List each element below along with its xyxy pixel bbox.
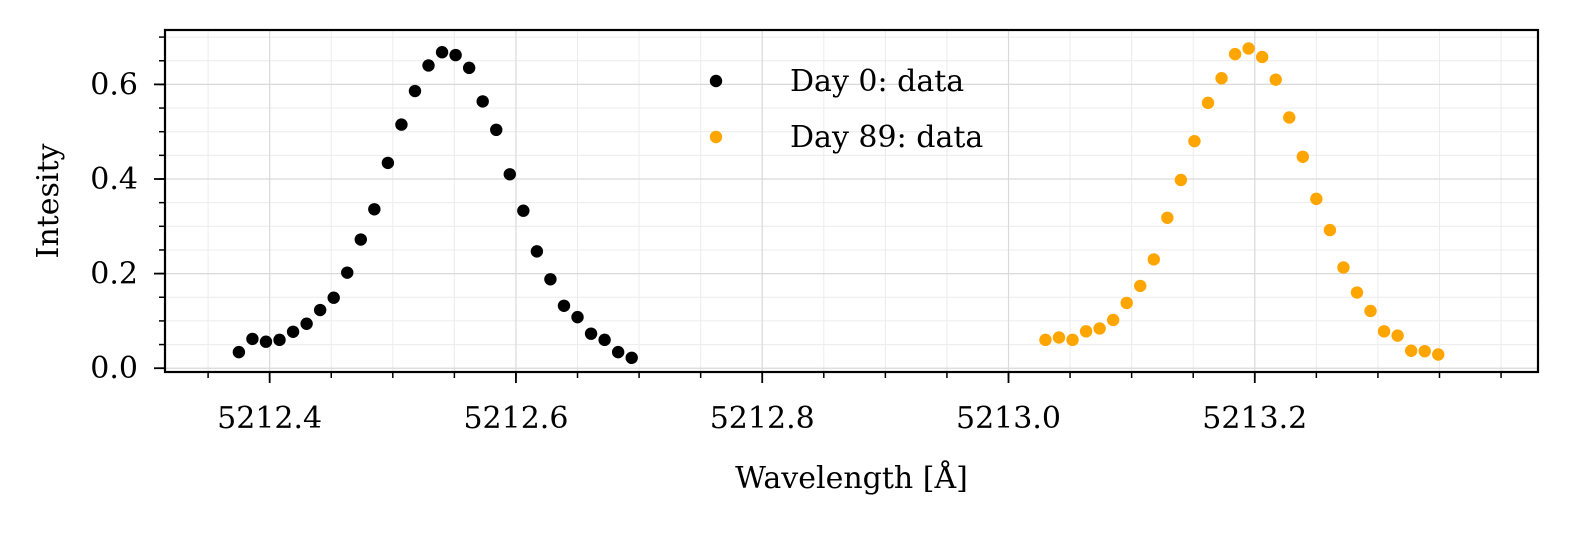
data-point-series-0: [517, 204, 530, 217]
data-point-series-0: [625, 351, 638, 365]
axis-ticks: 5212.4 5212.6 5212.8 5213.0 5213.2 0.0 0.2 0.4 0…: [90, 36, 1502, 436]
data-point-series-1: [1106, 313, 1120, 327]
data-point-series-1: [1350, 286, 1364, 299]
y-tick-label: 0.6: [90, 67, 138, 102]
data-point-series-0: [259, 335, 273, 348]
data-point-series-0: [476, 95, 489, 108]
data-point-series-0: [395, 118, 408, 131]
data-point-series-0: [598, 333, 611, 347]
data-point-series-0: [422, 59, 435, 72]
data-point-series-1: [1242, 42, 1255, 55]
data-point-series-0: [368, 203, 381, 216]
data-point-series-0: [408, 84, 422, 98]
legend-marker: [709, 74, 723, 88]
data-point-series-1: [1364, 304, 1377, 318]
data-point-series-1: [1079, 325, 1093, 338]
legend-marker: [709, 130, 723, 144]
data-point-series-1: [1269, 73, 1282, 86]
y-tick-label: 0.4: [90, 162, 138, 197]
data-point-series-1: [1161, 211, 1174, 224]
data-point-series-0: [490, 123, 503, 137]
legend: Day 0: data Day 89: data: [709, 64, 983, 155]
data-point-series-1: [1310, 192, 1323, 206]
data-point-series-0: [449, 48, 462, 62]
y-axis-label: Intesity: [31, 143, 66, 258]
data-point-series-0: [611, 345, 625, 359]
data-point-series-0: [503, 168, 516, 181]
data-point-series-0: [435, 46, 449, 59]
data-point-series-1: [1377, 325, 1391, 338]
data-point-series-0: [327, 291, 340, 304]
x-tick-label: 5212.6: [463, 401, 568, 436]
data-point-series-1: [1255, 50, 1269, 64]
plot-area: [163, 28, 1540, 374]
data-point-series-1: [1147, 253, 1161, 266]
data-point-series-0: [354, 233, 367, 246]
data-point-series-1: [1093, 322, 1106, 335]
data-point-series-1: [1391, 329, 1404, 342]
data-point-series-1: [1418, 344, 1431, 358]
y-tick-label: 0.2: [90, 257, 138, 292]
data-point-series-0: [381, 156, 395, 170]
data-point-series-0: [530, 245, 544, 258]
data-point-series-1: [1432, 348, 1445, 361]
data-point-series-0: [341, 266, 354, 279]
data-point-series-0: [544, 273, 557, 286]
data-point-series-1: [1188, 134, 1201, 148]
data-point-series-1: [1337, 261, 1350, 274]
data-point-series-0: [300, 317, 313, 330]
data-point-series-0: [246, 332, 259, 346]
data-points: [232, 42, 1445, 365]
data-point-series-1: [1174, 173, 1188, 187]
data-point-series-1: [1134, 279, 1147, 293]
data-point-series-0: [313, 303, 327, 317]
y-tick-label: 0.0: [90, 351, 138, 386]
x-tick-label: 5212.4: [217, 401, 322, 436]
data-point-series-0: [557, 299, 571, 312]
data-point-series-1: [1066, 333, 1079, 347]
legend-label: Day 0: data: [790, 64, 964, 99]
data-point-series-1: [1323, 223, 1337, 237]
data-point-series-0: [273, 333, 286, 347]
x-tick-label: 5213.0: [956, 401, 1061, 436]
data-point-series-0: [232, 345, 246, 359]
data-point-series-1: [1052, 331, 1066, 344]
data-point-series-1: [1201, 96, 1215, 110]
data-point-series-1: [1296, 150, 1310, 163]
data-point-series-1: [1039, 333, 1052, 347]
x-tick-label: 5213.2: [1202, 401, 1307, 436]
legend-label: Day 89: data: [790, 120, 983, 155]
data-point-series-0: [462, 61, 476, 75]
data-point-series-0: [286, 325, 300, 338]
grid: [165, 30, 1538, 372]
data-point-series-0: [571, 310, 584, 324]
data-point-series-0: [584, 327, 598, 340]
data-point-series-1: [1404, 344, 1418, 357]
x-tick-label: 5212.8: [710, 401, 815, 436]
data-point-series-1: [1228, 47, 1242, 61]
x-axis-label: Wavelength [Å]: [735, 460, 968, 496]
data-point-series-1: [1120, 296, 1133, 310]
data-point-series-1: [1283, 111, 1296, 124]
data-point-series-1: [1215, 72, 1228, 85]
